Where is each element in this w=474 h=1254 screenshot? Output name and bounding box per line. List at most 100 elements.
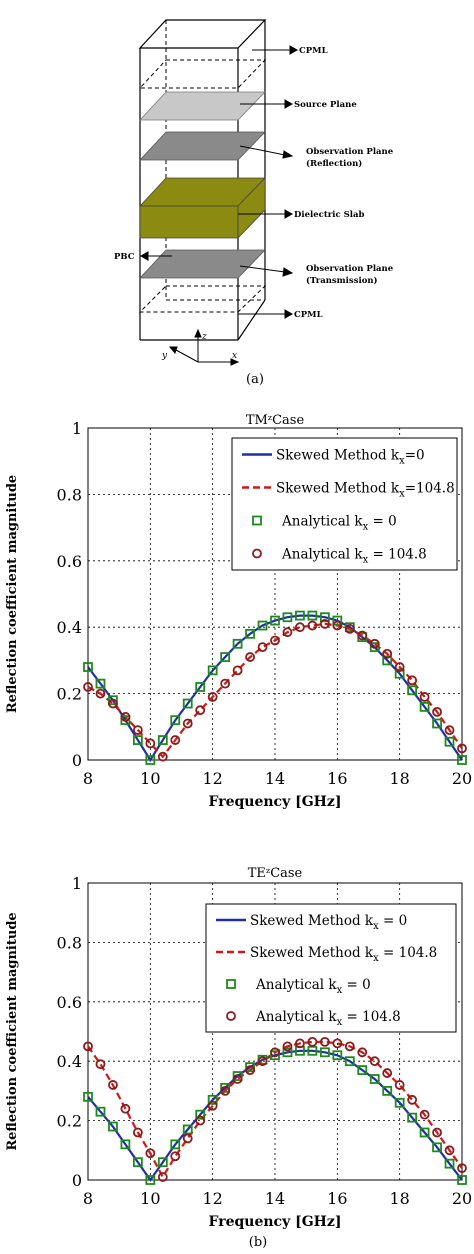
axis-z-label: z [201, 332, 207, 342]
x-tick-label: 12 [202, 1189, 222, 1208]
data-point-square [394, 668, 405, 679]
data-point-square [369, 642, 380, 653]
y-tick-label: 0.2 [57, 685, 82, 704]
label-obs-transmission-2: (Transmission) [306, 275, 378, 286]
data-point-circle [245, 652, 255, 662]
data-point-square [83, 662, 93, 672]
data-point-circle [132, 1127, 143, 1138]
y-tick-label: 0.8 [57, 485, 82, 504]
legend-square-marker [252, 515, 262, 526]
data-point-square [132, 1157, 143, 1168]
tm-chart: 8 10 12 14 16 18 20 0 0.2 0.4 0.6 0.8 1 TMᶻCase Freque… [5, 413, 472, 810]
data-point-circle [207, 692, 218, 702]
x-tick-label: 10 [140, 1189, 160, 1208]
dielectric-slab-side [139, 205, 239, 239]
data-point-circle [307, 620, 318, 631]
data-point-square [432, 1142, 442, 1153]
legend-circle-marker [252, 548, 262, 559]
y-tick-label: 0.4 [57, 618, 82, 637]
data-point-circle [382, 648, 393, 659]
data-point-square [182, 698, 193, 709]
data-point-square [357, 1065, 368, 1076]
legend-entry: Skewed Method kx = 104.8 [250, 945, 437, 964]
data-point-square [207, 1094, 218, 1105]
y-tick-label: 0.4 [57, 1052, 82, 1071]
x-tick-label: 12 [202, 769, 222, 788]
axis-x-label: x [232, 351, 237, 361]
legend-entry-name: Analytical k [281, 547, 363, 563]
legend-entry-name: Skewed Method k [250, 913, 374, 929]
legend-entry-value: = 104.8 [379, 945, 438, 961]
axes-labels: z x y [161, 332, 237, 361]
series-line-1 [87, 1040, 463, 1180]
y-tick-label: 1 [72, 874, 82, 893]
data-point-circle [432, 706, 442, 717]
label-source-plane: Source Plane [294, 100, 357, 110]
y-tick-label: 0.6 [57, 993, 82, 1012]
legend-circle-marker [226, 1011, 236, 1021]
data-point-square [145, 755, 156, 765]
legend-entry-value: = 0 [342, 977, 370, 993]
data-point-square [157, 1157, 168, 1168]
x-tick-label: 14 [265, 769, 285, 788]
x-tick-label: 20 [452, 1189, 472, 1208]
data-point-circle [382, 1068, 393, 1078]
x-tick-label: 16 [327, 1189, 347, 1208]
legend-entry: Skewed Method kx=0 [276, 448, 425, 467]
data-point-circle [108, 1080, 118, 1090]
legend-entry-name: Skewed Method k [250, 945, 374, 961]
data-point-circle [95, 688, 106, 699]
data-point-square [319, 1047, 330, 1058]
axis-y-label: y [161, 351, 168, 361]
te-chart: 8 10 12 14 16 18 20 0 0.2 0.4 0.6 0.8 1 TEᶻCase Freque… [5, 866, 472, 1230]
legend-entry-value: = 104.8 [342, 1009, 401, 1025]
data-point-circle [83, 1041, 93, 1052]
legend-entry-subscript: x [373, 921, 379, 932]
legend: Skewed Method kx=0 Skewed Method kx=104.8… [231, 437, 458, 571]
data-point-circle [270, 1047, 280, 1058]
data-point-circle [120, 711, 131, 722]
data-point-square [419, 1127, 430, 1138]
data-point-circle [145, 738, 156, 749]
legend-entry: Skewed Method kx=104.8 [276, 481, 455, 500]
data-point-square [344, 1056, 355, 1067]
diagram-labels: CPML Source Plane Observation Plane (Ref… [114, 46, 394, 320]
y-axis-label: Reflection coefficient magnitude [5, 912, 20, 1150]
legend-entry: Analytical kx = 104.8 [281, 547, 427, 566]
chart-title: TEᶻCase [248, 866, 303, 881]
data-point-circle [170, 735, 181, 745]
data-point-square [132, 735, 143, 745]
data-point-square [195, 682, 206, 692]
legend-entry-value: = 0 [379, 913, 407, 929]
y-axis-label: Reflection coefficient magnitude [5, 475, 20, 713]
series-line-1 [87, 622, 463, 759]
observation-plane-transmission [139, 249, 266, 279]
y-tick-label: 1 [72, 419, 82, 438]
data-point-circle [444, 725, 455, 736]
data-point-circle [232, 1074, 243, 1084]
label-pbc: PBC [114, 252, 135, 262]
legend-entry-subscript: x [363, 522, 369, 533]
data-point-square [419, 701, 430, 712]
data-point-circle [232, 665, 243, 676]
x-tick-label: 18 [389, 769, 409, 788]
data-point-circle [257, 1056, 268, 1067]
data-point-square [170, 715, 181, 726]
data-point-square [108, 1121, 118, 1132]
data-point-circle [295, 1038, 305, 1049]
data-point-circle [369, 638, 380, 649]
data-point-circle [195, 1115, 206, 1126]
x-tick-label: 20 [452, 769, 472, 788]
data-point-circle [145, 1148, 156, 1159]
legend-entry-subscript: x [337, 1017, 343, 1028]
legend-entry-name: Analytical k [281, 514, 363, 530]
data-point-circle [182, 718, 193, 729]
x-axis-label: Frequency [GHz] [209, 1214, 342, 1230]
series-line-0 [87, 1049, 463, 1182]
data-point-circle [344, 1041, 355, 1052]
data-point-square [295, 610, 305, 621]
caption-a: (a) [246, 372, 264, 387]
label-dielectric-slab: Dielectric Slab [294, 210, 364, 220]
data-point-circle [344, 623, 355, 634]
data-point-circle [419, 1109, 430, 1120]
